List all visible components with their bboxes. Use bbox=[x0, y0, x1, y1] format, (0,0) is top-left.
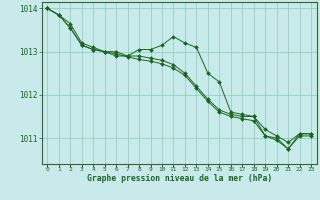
X-axis label: Graphe pression niveau de la mer (hPa): Graphe pression niveau de la mer (hPa) bbox=[87, 174, 272, 183]
